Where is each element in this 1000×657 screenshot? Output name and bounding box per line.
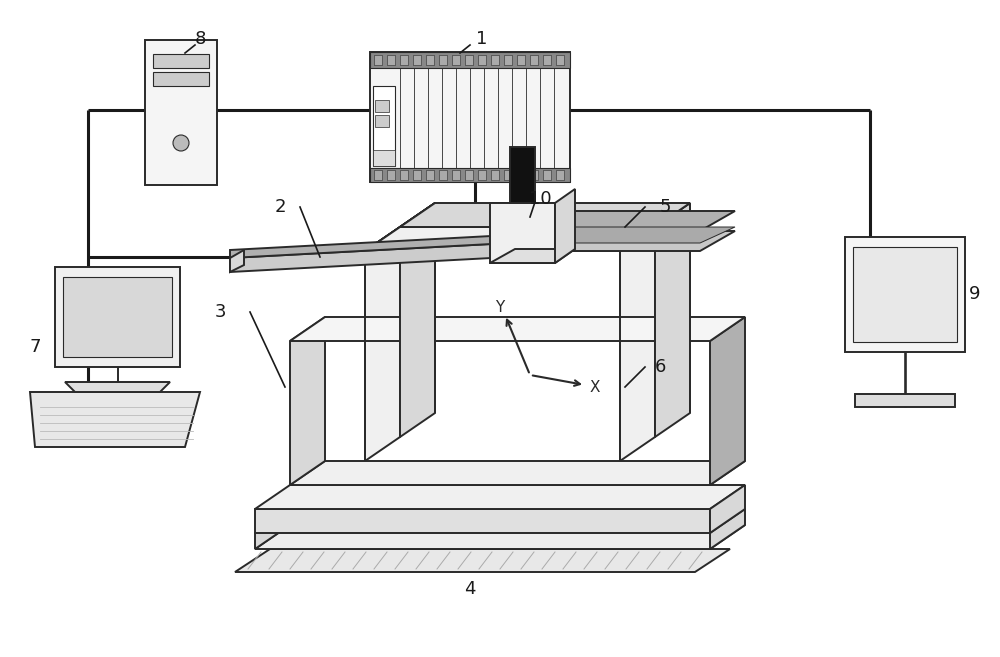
Bar	[452, 55, 460, 65]
Bar	[426, 170, 434, 180]
Polygon shape	[255, 485, 745, 509]
Bar	[556, 55, 564, 65]
Polygon shape	[400, 203, 435, 437]
Text: 2: 2	[274, 198, 286, 216]
Polygon shape	[255, 509, 290, 549]
Bar	[400, 170, 408, 180]
Bar	[517, 170, 525, 180]
Bar	[530, 170, 538, 180]
Bar	[504, 170, 512, 180]
Bar	[413, 55, 421, 65]
Bar	[373, 150, 395, 166]
Bar	[439, 170, 447, 180]
Text: 6: 6	[654, 358, 666, 376]
Bar	[853, 247, 957, 342]
Bar	[145, 40, 217, 185]
Polygon shape	[230, 250, 244, 272]
Bar	[465, 170, 473, 180]
Bar	[543, 170, 551, 180]
Circle shape	[173, 135, 189, 151]
Polygon shape	[290, 461, 745, 485]
Bar	[543, 55, 551, 65]
Bar	[845, 237, 965, 352]
Polygon shape	[510, 211, 735, 231]
Bar	[375, 100, 389, 112]
Bar	[478, 170, 486, 180]
Bar	[63, 277, 172, 357]
Polygon shape	[365, 227, 655, 251]
Bar	[374, 170, 382, 180]
Text: X: X	[590, 380, 600, 394]
Bar	[491, 170, 499, 180]
Polygon shape	[255, 525, 745, 549]
Text: 4: 4	[464, 580, 476, 598]
Polygon shape	[230, 235, 510, 258]
Polygon shape	[655, 203, 690, 437]
Bar	[517, 55, 525, 65]
Polygon shape	[400, 203, 690, 227]
Bar	[153, 54, 209, 68]
Polygon shape	[710, 509, 745, 549]
Bar	[370, 52, 570, 68]
Bar	[530, 55, 538, 65]
Polygon shape	[555, 189, 575, 263]
Bar	[413, 170, 421, 180]
Text: 3: 3	[214, 303, 226, 321]
Bar	[491, 55, 499, 65]
Text: 9: 9	[969, 285, 981, 303]
Bar	[375, 115, 389, 127]
Polygon shape	[290, 317, 745, 341]
Polygon shape	[235, 549, 730, 572]
Bar	[465, 55, 473, 65]
Polygon shape	[365, 203, 435, 251]
Polygon shape	[510, 147, 535, 203]
Text: 8: 8	[194, 30, 206, 48]
Polygon shape	[365, 227, 400, 461]
Bar	[387, 170, 395, 180]
Polygon shape	[65, 382, 170, 392]
Text: 7: 7	[29, 338, 41, 356]
Polygon shape	[230, 243, 510, 272]
Bar	[452, 170, 460, 180]
Bar	[439, 55, 447, 65]
Polygon shape	[490, 203, 555, 263]
Text: 10: 10	[529, 190, 551, 208]
Text: Y: Y	[495, 300, 504, 315]
Bar	[55, 267, 180, 367]
Polygon shape	[30, 392, 200, 447]
Bar	[374, 55, 382, 65]
Polygon shape	[620, 227, 655, 461]
Text: 5: 5	[659, 198, 671, 216]
Bar	[400, 55, 408, 65]
Polygon shape	[710, 317, 745, 485]
Polygon shape	[255, 509, 710, 533]
Bar	[373, 86, 395, 166]
Bar	[153, 72, 209, 86]
Polygon shape	[290, 317, 325, 485]
Bar	[387, 55, 395, 65]
Polygon shape	[510, 231, 735, 251]
Bar	[426, 55, 434, 65]
Polygon shape	[490, 249, 575, 263]
Bar	[504, 55, 512, 65]
Bar	[370, 168, 570, 182]
Polygon shape	[510, 227, 735, 243]
Bar	[556, 170, 564, 180]
Bar	[370, 52, 570, 182]
Polygon shape	[855, 394, 955, 407]
Bar	[478, 55, 486, 65]
Polygon shape	[710, 485, 745, 533]
Text: 1: 1	[476, 30, 488, 48]
